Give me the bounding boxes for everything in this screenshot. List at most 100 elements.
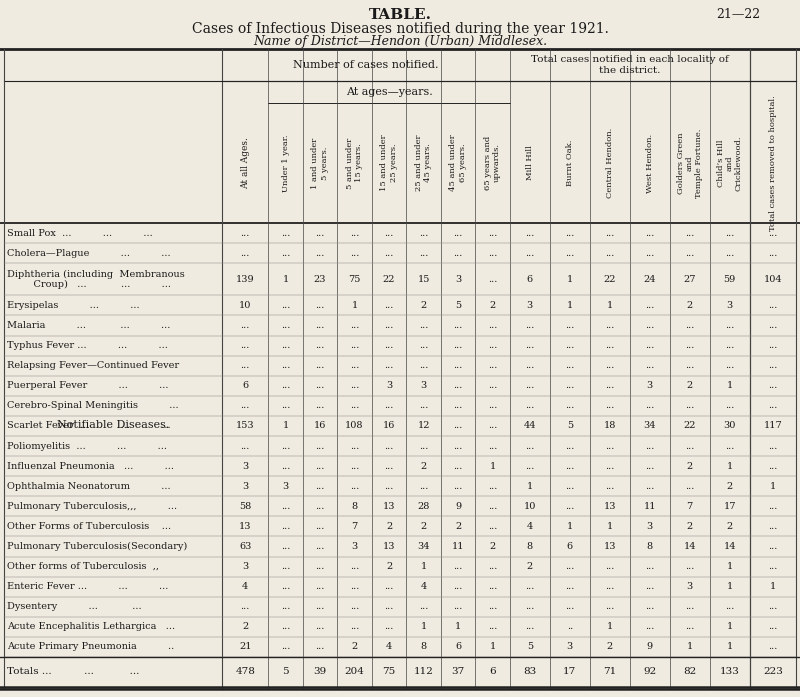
Text: ...: ...: [488, 249, 498, 258]
Text: ...: ...: [605, 562, 614, 571]
Text: 1: 1: [770, 482, 776, 491]
Text: ...: ...: [645, 341, 654, 350]
Text: 153: 153: [236, 422, 254, 431]
Text: ...: ...: [605, 482, 614, 491]
Text: ...: ...: [315, 361, 325, 370]
Text: 23: 23: [314, 275, 326, 284]
Text: ...: ...: [768, 381, 778, 390]
Text: ...: ...: [525, 229, 534, 238]
Text: 1: 1: [526, 482, 533, 491]
Text: 13: 13: [603, 502, 616, 511]
Text: 17: 17: [563, 668, 577, 677]
Text: ...: ...: [685, 441, 694, 450]
Text: 22: 22: [683, 422, 696, 431]
Text: ...: ...: [645, 361, 654, 370]
Text: ...: ...: [419, 321, 428, 330]
Text: ...: ...: [384, 582, 394, 591]
Text: ...: ...: [454, 422, 462, 431]
Text: Number of cases notified.: Number of cases notified.: [293, 60, 438, 70]
Text: 63: 63: [239, 542, 251, 551]
Text: 2: 2: [386, 522, 392, 531]
Text: 14: 14: [723, 542, 736, 551]
Text: ...: ...: [350, 441, 359, 450]
Text: ...: ...: [488, 341, 498, 350]
Text: ...: ...: [565, 502, 574, 511]
Text: ...: ...: [350, 482, 359, 491]
Text: 8: 8: [351, 502, 358, 511]
Text: 3: 3: [242, 482, 248, 491]
Text: ...: ...: [384, 622, 394, 631]
Text: ...: ...: [241, 249, 250, 258]
Text: 58: 58: [239, 502, 251, 511]
Text: ...: ...: [768, 229, 778, 238]
Text: ...: ...: [454, 562, 462, 571]
Text: Total cases removed to hospital.: Total cases removed to hospital.: [769, 95, 777, 231]
Text: Typhus Fever ...          ...          ...: Typhus Fever ... ... ...: [7, 341, 168, 350]
Text: ...: ...: [525, 249, 534, 258]
Text: ...: ...: [315, 321, 325, 330]
Text: ...: ...: [645, 229, 654, 238]
Text: 112: 112: [414, 668, 434, 677]
Text: 2: 2: [421, 461, 426, 470]
Text: ...: ...: [565, 381, 574, 390]
Text: 2: 2: [686, 522, 693, 531]
Text: Pulmonary Tuberculosis(Secondary): Pulmonary Tuberculosis(Secondary): [7, 542, 187, 551]
Text: 71: 71: [603, 668, 617, 677]
Text: ...: ...: [454, 401, 462, 411]
Text: ...: ...: [525, 622, 534, 631]
Text: Influenzal Pneumonia   ...          ...: Influenzal Pneumonia ... ...: [7, 461, 174, 470]
Text: Notifiable Diseases.: Notifiable Diseases.: [57, 420, 169, 430]
Text: ...: ...: [488, 502, 498, 511]
Text: ...: ...: [488, 602, 498, 611]
Text: ...: ...: [645, 321, 654, 330]
Text: 5: 5: [282, 668, 289, 677]
Text: Burnt Oak.: Burnt Oak.: [566, 140, 574, 186]
Text: 1: 1: [726, 562, 733, 571]
Text: ...: ...: [488, 381, 498, 390]
Text: ...: ...: [645, 562, 654, 571]
Text: ...: ...: [281, 441, 290, 450]
Text: ...: ...: [685, 229, 694, 238]
Text: ...: ...: [350, 229, 359, 238]
Text: ...: ...: [565, 482, 574, 491]
Text: ...: ...: [384, 341, 394, 350]
Text: ...: ...: [241, 602, 250, 611]
Text: Child’s Hill
and
Cricklewood.: Child’s Hill and Cricklewood.: [717, 135, 743, 191]
Text: ...: ...: [315, 582, 325, 591]
Text: ...: ...: [525, 321, 534, 330]
Text: ...: ...: [685, 562, 694, 571]
Text: ...: ...: [725, 361, 734, 370]
Text: 8: 8: [526, 542, 533, 551]
Text: 34: 34: [418, 542, 430, 551]
Text: Relapsing Fever—Continued Fever: Relapsing Fever—Continued Fever: [7, 361, 179, 370]
Text: 17: 17: [723, 502, 736, 511]
Text: Mill Hill: Mill Hill: [526, 146, 534, 181]
Text: ...: ...: [281, 502, 290, 511]
Text: 3: 3: [726, 301, 733, 310]
Text: 6: 6: [490, 668, 496, 677]
Text: ...: ...: [281, 229, 290, 238]
Text: 34: 34: [643, 422, 656, 431]
Text: Other forms of Tuberculosis  ,,: Other forms of Tuberculosis ,,: [7, 562, 159, 571]
Text: ...: ...: [419, 441, 428, 450]
Text: ...: ...: [768, 341, 778, 350]
Text: 3: 3: [526, 301, 533, 310]
Text: ...: ...: [605, 321, 614, 330]
Text: At all Ages.: At all Ages.: [241, 137, 250, 189]
Text: ...: ...: [605, 582, 614, 591]
Text: 4: 4: [526, 522, 533, 531]
Text: ...: ...: [645, 622, 654, 631]
Text: 204: 204: [345, 668, 365, 677]
Text: ...: ...: [645, 441, 654, 450]
Text: 21: 21: [239, 643, 251, 652]
Text: ...: ...: [315, 522, 325, 531]
Text: ...: ...: [645, 461, 654, 470]
Text: ...: ...: [384, 229, 394, 238]
Text: 7: 7: [686, 502, 693, 511]
Text: Puerperal Fever          ...          ...: Puerperal Fever ... ...: [7, 381, 169, 390]
Text: Totals ...          ...           ...: Totals ... ... ...: [7, 668, 139, 677]
Text: ...: ...: [565, 461, 574, 470]
Text: ...: ...: [315, 441, 325, 450]
Text: 11: 11: [452, 542, 464, 551]
Text: ...: ...: [454, 602, 462, 611]
